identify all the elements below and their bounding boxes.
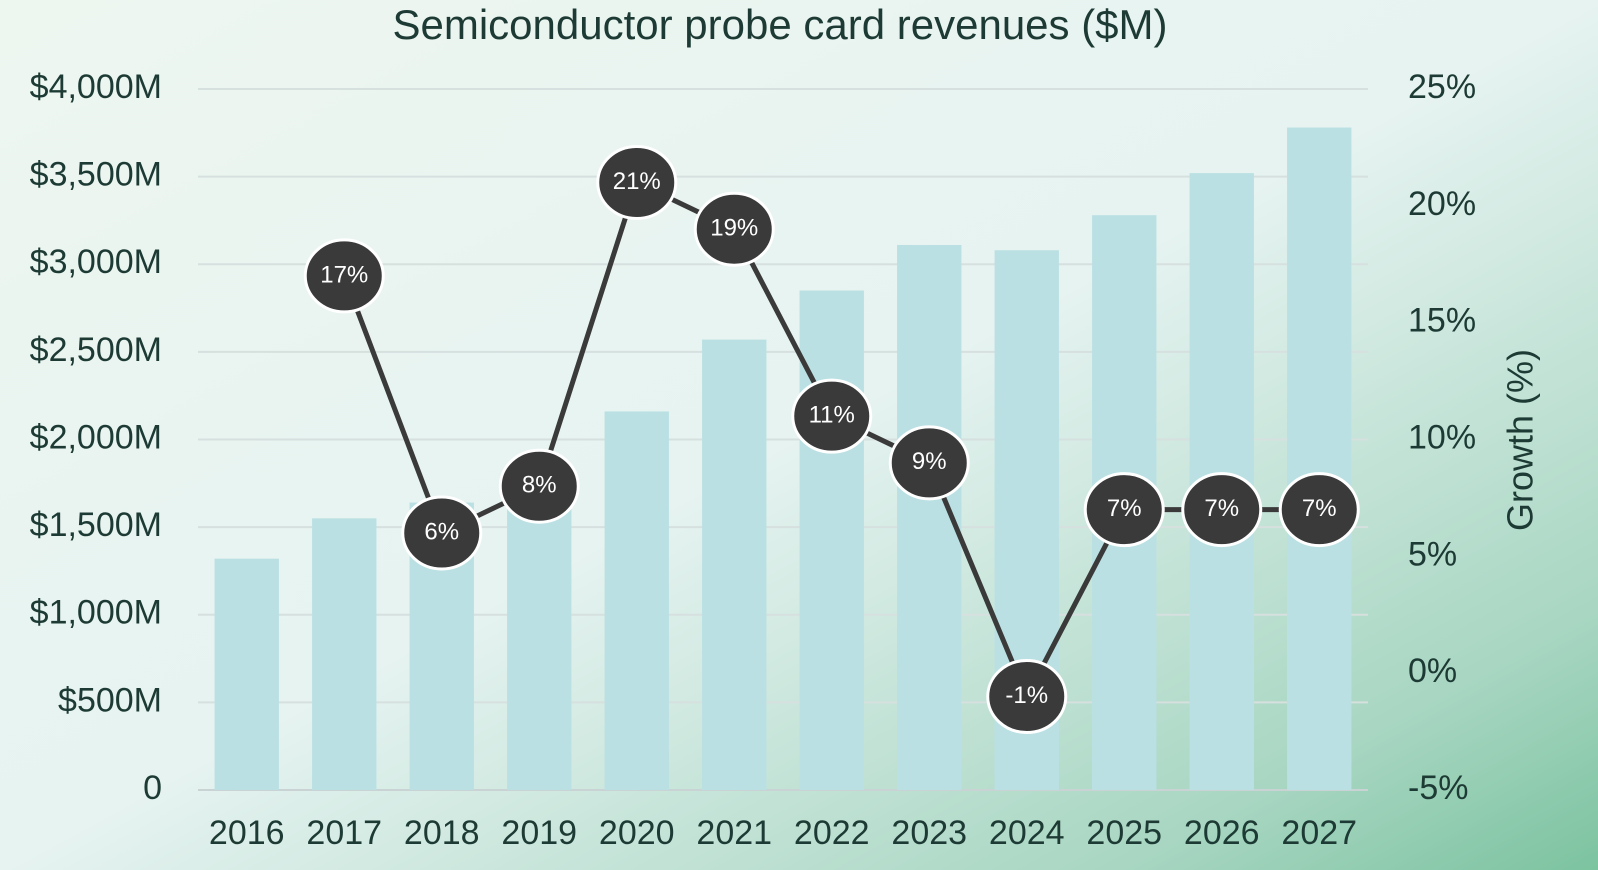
y2-tick-label: 20%: [1408, 185, 1476, 223]
x-tick-label: 2019: [501, 814, 577, 852]
y-tick-label: $3,500M: [30, 156, 162, 194]
bar: [702, 339, 767, 790]
data-label: 19%: [710, 215, 758, 242]
y2-tick-label: -5%: [1408, 769, 1468, 807]
x-tick-label: 2025: [1086, 814, 1162, 852]
x-tick-label: 2018: [404, 814, 480, 852]
data-label: 7%: [1204, 495, 1239, 522]
bar: [604, 411, 669, 790]
data-label: -1%: [1005, 682, 1048, 709]
y-tick-label: $4,000M: [30, 68, 162, 106]
y2-axis-label: Growth (%): [1500, 349, 1541, 531]
x-tick-label: 2026: [1184, 814, 1260, 852]
x-tick-label: 2020: [599, 814, 675, 852]
data-label: 8%: [522, 472, 557, 499]
x-tick-label: 2024: [989, 814, 1065, 852]
y-tick-label: $1,000M: [30, 594, 162, 632]
y2-tick-label: 10%: [1408, 418, 1476, 456]
data-label: 17%: [320, 261, 368, 288]
x-tick-label: 2016: [209, 814, 285, 852]
y-tick-label: $1,500M: [30, 506, 162, 544]
point-marker: [401, 495, 483, 571]
bar: [507, 478, 572, 790]
bar: [214, 558, 279, 790]
point-marker: [1181, 472, 1263, 548]
y-tick-label: $500M: [58, 681, 162, 719]
y-tick-label: $3,000M: [30, 243, 162, 281]
point-marker: [498, 448, 580, 524]
x-tick-label: 2023: [891, 814, 967, 852]
y2-tick-label: 5%: [1408, 535, 1457, 573]
point-marker: [791, 378, 873, 454]
x-tick-label: 2027: [1281, 814, 1357, 852]
y-tick-label: $2,000M: [30, 418, 162, 456]
chart-title: Semiconductor probe card revenues ($M): [392, 1, 1167, 48]
data-label: 21%: [613, 168, 661, 195]
point-marker: [303, 238, 385, 314]
y2-tick-label: 15%: [1408, 302, 1476, 340]
y-tick-label: 0: [143, 769, 162, 807]
point-marker: [1083, 472, 1165, 548]
point-marker: [888, 425, 970, 501]
bar: [312, 518, 377, 790]
data-label: 11%: [809, 401, 855, 428]
bar: [799, 290, 864, 790]
point-marker: [1278, 472, 1360, 548]
point-marker: [596, 144, 678, 220]
data-label: 9%: [912, 448, 947, 475]
x-tick-label: 2021: [696, 814, 772, 852]
x-tick-label: 2017: [306, 814, 382, 852]
data-label: 7%: [1107, 495, 1142, 522]
data-label: 7%: [1302, 495, 1337, 522]
point-marker: [986, 659, 1068, 735]
bar: [1287, 127, 1352, 791]
y2-tick-label: 25%: [1408, 68, 1476, 106]
x-tick-label: 2022: [794, 814, 870, 852]
y2-tick-label: 0%: [1408, 652, 1457, 690]
point-marker: [693, 191, 775, 267]
data-label: 6%: [424, 518, 459, 545]
y-tick-label: $2,500M: [30, 331, 162, 369]
